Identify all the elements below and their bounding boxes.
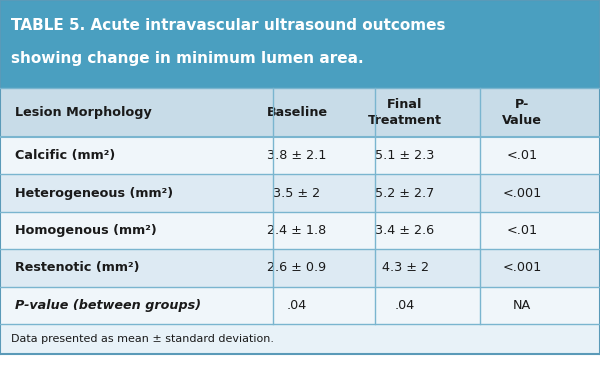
Text: .04: .04: [395, 299, 415, 312]
Bar: [0, 249, 600, 287]
Text: 2.4 ± 1.8: 2.4 ± 1.8: [268, 224, 326, 237]
Text: TABLE 5. Acute intravascular ultrasound outcomes: TABLE 5. Acute intravascular ultrasound …: [11, 18, 445, 33]
Text: Lesion Morphology: Lesion Morphology: [15, 106, 152, 119]
Bar: [0, 88, 600, 137]
Text: Restenotic (mm²): Restenotic (mm²): [15, 261, 139, 274]
Text: T: T: [11, 18, 22, 33]
Bar: [0, 287, 600, 324]
Text: 5.2 ± 2.7: 5.2 ± 2.7: [376, 187, 434, 200]
Text: Homogenous (mm²): Homogenous (mm²): [15, 224, 157, 237]
Bar: [0, 354, 600, 381]
Text: P-
Value: P- Value: [502, 98, 542, 127]
Text: 3.8 ± 2.1: 3.8 ± 2.1: [268, 149, 326, 162]
Bar: [0, 0, 600, 88]
Text: 2.6 ± 0.9: 2.6 ± 0.9: [268, 261, 326, 274]
Text: P-value (between groups): P-value (between groups): [15, 299, 201, 312]
Text: 4.3 ± 2: 4.3 ± 2: [382, 261, 428, 274]
Text: Data presented as mean ± standard deviation.: Data presented as mean ± standard deviat…: [11, 334, 274, 344]
Text: 3.5 ± 2: 3.5 ± 2: [274, 187, 320, 200]
Text: Calcific (mm²): Calcific (mm²): [15, 149, 115, 162]
Text: Baseline: Baseline: [266, 106, 328, 119]
Text: showing change in minimum lumen area.: showing change in minimum lumen area.: [11, 51, 364, 66]
Text: Final
Treatment: Final Treatment: [368, 98, 442, 127]
Text: 5.1 ± 2.3: 5.1 ± 2.3: [376, 149, 434, 162]
Bar: [0, 174, 600, 212]
Text: <.01: <.01: [506, 224, 538, 237]
Bar: [0, 212, 600, 249]
Text: .04: .04: [287, 299, 307, 312]
Bar: [0, 137, 600, 174]
Text: NA: NA: [513, 299, 531, 312]
Text: <.001: <.001: [502, 261, 542, 274]
Text: Heterogeneous (mm²): Heterogeneous (mm²): [15, 187, 173, 200]
Text: <.01: <.01: [506, 149, 538, 162]
Text: <.001: <.001: [502, 187, 542, 200]
Bar: [0, 324, 600, 354]
Text: 3.4 ± 2.6: 3.4 ± 2.6: [376, 224, 434, 237]
